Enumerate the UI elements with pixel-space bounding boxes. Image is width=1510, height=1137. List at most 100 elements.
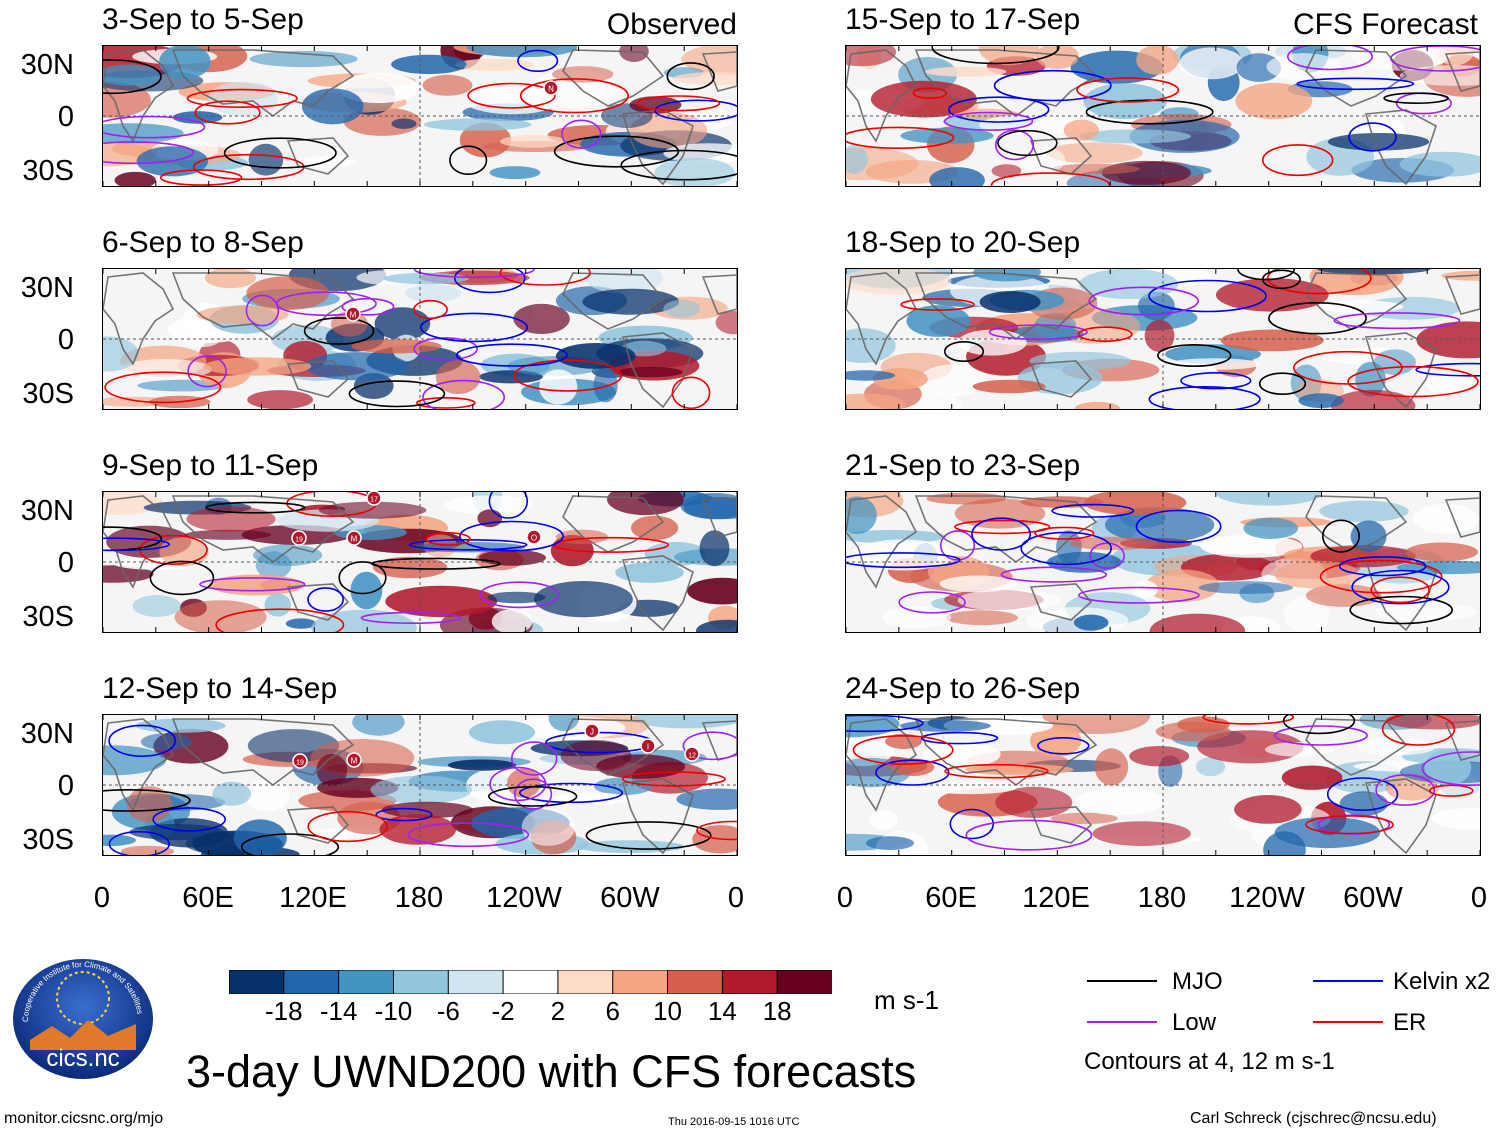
forecast-panel-title-4: 24-Sep to 26-Sep [845,672,1081,705]
map-panel-forecast-2 [845,268,1481,410]
map-panel-observed-2 [102,268,738,410]
colorbar-tick-label: 2 [550,996,566,1026]
forecast-panel-title-1: 15-Sep to 17-Sep [845,3,1081,36]
svg-text:19: 19 [295,537,303,544]
observed-panel-title-3: 9-Sep to 11-Sep [102,449,319,482]
cics-logo: Cooperative Institute for Climate and Sa… [12,958,154,1080]
anomaly-map [103,46,737,186]
lon-label-0: 0 [836,882,854,914]
legend-lines [1087,980,1383,1023]
anomaly-map [846,492,1480,632]
lon-label-60e: 60E [182,882,234,914]
colorbar-swatch [776,969,833,995]
storm-marker: M [346,530,362,546]
storm-marker: I [640,738,656,754]
colorbar-tick-label: -18 [265,996,303,1026]
colorbar-tick-label: 10 [653,996,682,1026]
lon-label-0: 0 [1470,882,1488,914]
colorbar-tick-label: 18 [762,996,792,1026]
lat-label-30n: 30N [20,272,74,304]
observed-panel-title-1: 3-Sep to 5-Sep [102,3,304,36]
map-panel-observed-3 [102,491,738,633]
lon-label-120e: 120E [279,882,347,914]
colorbar-swatch [447,969,505,995]
lon-label-120w: 120W [486,882,562,914]
colorbar-tick-label: -14 [319,996,358,1026]
contour-note: Contours at 4, 12 m s-1 [1084,1048,1335,1075]
colorbar-swatch [612,969,669,995]
svg-text:M: M [350,311,357,320]
svg-text:19: 19 [296,760,304,767]
map-panel-forecast-4 [845,714,1481,856]
colorbar-tick-label: -6 [436,996,460,1026]
colorbar-tick-label: -10 [374,996,413,1026]
legend-label-low: Low [1172,1009,1217,1036]
map-panel-forecast-1 [845,45,1481,187]
anomaly-map [103,269,737,409]
colorbar-swatch [283,969,340,995]
lon-label-120e: 120E [1022,882,1090,914]
contour-legend: MJO Kelvin x2 Low ER [1087,966,1491,1036]
footer-credit: Carl Schreck (cjschrec@ncsu.edu) [1190,1110,1437,1127]
legend-label-kelvin: Kelvin x2 [1393,968,1491,995]
anomaly-map [846,269,1480,409]
lat-label-30n: 30N [20,718,74,750]
svg-text:O: O [531,534,537,543]
lon-label-180: 180 [394,882,444,914]
lat-label-eq: 0 [57,547,74,579]
anomaly-map [103,715,737,855]
lon-label-0: 0 [93,882,111,914]
svg-text:17: 17 [370,497,378,504]
colorbar-swatch [392,969,450,995]
map-panel-observed-1 [102,45,738,187]
colorbar-swatch [667,969,724,995]
cics-logo-graphic: Cooperative Institute for Climate and Sa… [13,959,153,1079]
colorbar-swatch [557,969,614,995]
colorbar-swatch [721,969,779,995]
svg-text:I: I [647,743,649,752]
storm-marker: 19 [291,530,307,546]
colorbar-tick-label: -2 [491,996,515,1026]
lon-label-0: 0 [727,882,745,914]
colorbar-tick-label: 6 [605,996,620,1026]
footer-url[interactable]: monitor.cicsnc.org/mjo [4,1110,164,1127]
lat-label-30s: 30S [22,601,74,633]
lat-label-eq: 0 [57,324,74,356]
lat-label-eq: 0 [57,770,74,802]
observed-label: Observed [606,8,737,41]
svg-text:M: M [351,757,358,766]
svg-text:cics.nc: cics.nc [46,1045,119,1072]
storm-marker: M [345,306,361,322]
colorbar-swatch [228,969,285,995]
main-title: 3-day UWND200 with CFS forecasts [186,1046,917,1097]
lat-label-30s: 30S [22,155,74,187]
forecast-panel-title-3: 21-Sep to 23-Sep [845,449,1081,482]
storm-marker: J [584,723,600,739]
anomaly-map [846,46,1480,186]
observed-panel-title-2: 6-Sep to 8-Sep [102,226,304,259]
forecast-panel-title-2: 18-Sep to 20-Sep [845,226,1081,259]
lon-label-120w: 120W [1229,882,1305,914]
svg-text:12: 12 [688,753,696,760]
lon-label-180: 180 [1137,882,1187,914]
svg-text:J: J [590,728,594,737]
storm-marker: 19 [292,753,308,769]
colorbar-swatches [228,969,833,995]
observed-panel-title-4: 12-Sep to 14-Sep [102,672,338,705]
lon-label-60w: 60W [1343,882,1403,914]
lat-label-30n: 30N [20,49,74,81]
anomaly-map [103,492,737,632]
anomaly-map [846,715,1480,855]
colorbar-swatch [502,969,559,995]
storm-marker-layer: N M 17 19 M O 19 M J I 12 [291,80,700,769]
forecast-label: CFS Forecast [1292,8,1478,41]
lat-label-30n: 30N [20,495,74,527]
svg-text:N: N [548,85,554,94]
lon-label-60e: 60E [925,882,977,914]
map-panel-observed-4 [102,714,738,856]
legend-label-er: ER [1393,1009,1427,1036]
storm-marker: N [543,80,559,96]
storm-marker: M [346,752,362,768]
lat-label-30s: 30S [22,378,74,410]
lat-label-30s: 30S [22,824,74,856]
